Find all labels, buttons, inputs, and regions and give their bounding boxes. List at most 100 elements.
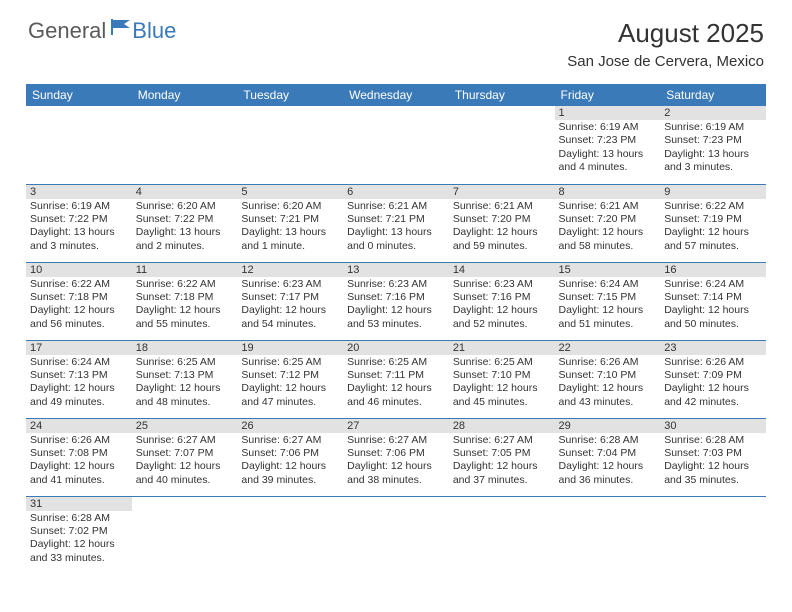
sunrise-text: Sunrise: 6:28 AM [664, 434, 762, 447]
calendar-cell: 6Sunrise: 6:21 AMSunset: 7:21 PMDaylight… [343, 184, 449, 262]
sunrise-text: Sunrise: 6:23 AM [453, 278, 551, 291]
day-number: 25 [132, 419, 238, 433]
day-details: Sunrise: 6:20 AMSunset: 7:22 PMDaylight:… [132, 199, 238, 256]
calendar-cell [343, 106, 449, 184]
daylight-text: Daylight: 12 hours and 42 minutes. [664, 382, 762, 409]
day-details: Sunrise: 6:28 AMSunset: 7:03 PMDaylight:… [660, 433, 766, 490]
day-number: 31 [26, 497, 132, 511]
sunrise-text: Sunrise: 6:25 AM [136, 356, 234, 369]
sunset-text: Sunset: 7:23 PM [559, 134, 657, 147]
logo-text-general: General [28, 18, 106, 44]
calendar-row: 1Sunrise: 6:19 AMSunset: 7:23 PMDaylight… [26, 106, 766, 184]
day-details: Sunrise: 6:21 AMSunset: 7:21 PMDaylight:… [343, 199, 449, 256]
sunset-text: Sunset: 7:05 PM [453, 447, 551, 460]
sunrise-text: Sunrise: 6:27 AM [453, 434, 551, 447]
calendar-cell: 19Sunrise: 6:25 AMSunset: 7:12 PMDayligh… [237, 340, 343, 418]
daylight-text: Daylight: 12 hours and 41 minutes. [30, 460, 128, 487]
sunset-text: Sunset: 7:13 PM [30, 369, 128, 382]
daylight-text: Daylight: 12 hours and 43 minutes. [559, 382, 657, 409]
sunset-text: Sunset: 7:18 PM [136, 291, 234, 304]
sunset-text: Sunset: 7:06 PM [241, 447, 339, 460]
sunrise-text: Sunrise: 6:28 AM [30, 512, 128, 525]
daylight-text: Daylight: 12 hours and 56 minutes. [30, 304, 128, 331]
day-details: Sunrise: 6:21 AMSunset: 7:20 PMDaylight:… [555, 199, 661, 256]
calendar-cell [660, 496, 766, 574]
calendar-cell: 15Sunrise: 6:24 AMSunset: 7:15 PMDayligh… [555, 262, 661, 340]
day-number: 11 [132, 263, 238, 277]
sunrise-text: Sunrise: 6:26 AM [559, 356, 657, 369]
sunset-text: Sunset: 7:17 PM [241, 291, 339, 304]
calendar-cell: 27Sunrise: 6:27 AMSunset: 7:06 PMDayligh… [343, 418, 449, 496]
sunset-text: Sunset: 7:19 PM [664, 213, 762, 226]
daylight-text: Daylight: 13 hours and 3 minutes. [664, 148, 762, 175]
calendar-cell: 11Sunrise: 6:22 AMSunset: 7:18 PMDayligh… [132, 262, 238, 340]
page-header: General Blue August 2025 San Jose de Cer… [0, 0, 792, 78]
day-number: 17 [26, 341, 132, 355]
calendar-cell: 3Sunrise: 6:19 AMSunset: 7:22 PMDaylight… [26, 184, 132, 262]
day-number: 26 [237, 419, 343, 433]
title-block: August 2025 San Jose de Cervera, Mexico [567, 18, 764, 70]
daylight-text: Daylight: 13 hours and 2 minutes. [136, 226, 234, 253]
day-details: Sunrise: 6:20 AMSunset: 7:21 PMDaylight:… [237, 199, 343, 256]
sunrise-text: Sunrise: 6:25 AM [347, 356, 445, 369]
daylight-text: Daylight: 12 hours and 35 minutes. [664, 460, 762, 487]
sunrise-text: Sunrise: 6:23 AM [347, 278, 445, 291]
daylight-text: Daylight: 12 hours and 38 minutes. [347, 460, 445, 487]
calendar-row: 31Sunrise: 6:28 AMSunset: 7:02 PMDayligh… [26, 496, 766, 574]
calendar-cell: 1Sunrise: 6:19 AMSunset: 7:23 PMDaylight… [555, 106, 661, 184]
daylight-text: Daylight: 12 hours and 57 minutes. [664, 226, 762, 253]
calendar-cell: 24Sunrise: 6:26 AMSunset: 7:08 PMDayligh… [26, 418, 132, 496]
day-number: 12 [237, 263, 343, 277]
calendar-cell: 5Sunrise: 6:20 AMSunset: 7:21 PMDaylight… [237, 184, 343, 262]
day-details: Sunrise: 6:28 AMSunset: 7:02 PMDaylight:… [26, 511, 132, 568]
sunset-text: Sunset: 7:04 PM [559, 447, 657, 460]
sunrise-text: Sunrise: 6:26 AM [664, 356, 762, 369]
calendar-cell [449, 106, 555, 184]
day-number: 23 [660, 341, 766, 355]
day-number: 13 [343, 263, 449, 277]
calendar-cell: 26Sunrise: 6:27 AMSunset: 7:06 PMDayligh… [237, 418, 343, 496]
sunrise-text: Sunrise: 6:28 AM [559, 434, 657, 447]
calendar-cell: 2Sunrise: 6:19 AMSunset: 7:23 PMDaylight… [660, 106, 766, 184]
day-details: Sunrise: 6:25 AMSunset: 7:11 PMDaylight:… [343, 355, 449, 412]
day-details: Sunrise: 6:27 AMSunset: 7:05 PMDaylight:… [449, 433, 555, 490]
sunset-text: Sunset: 7:11 PM [347, 369, 445, 382]
daylight-text: Daylight: 12 hours and 55 minutes. [136, 304, 234, 331]
daylight-text: Daylight: 13 hours and 0 minutes. [347, 226, 445, 253]
daylight-text: Daylight: 12 hours and 51 minutes. [559, 304, 657, 331]
calendar-cell: 7Sunrise: 6:21 AMSunset: 7:20 PMDaylight… [449, 184, 555, 262]
sunset-text: Sunset: 7:10 PM [559, 369, 657, 382]
calendar-cell [26, 106, 132, 184]
day-number: 9 [660, 185, 766, 199]
day-details: Sunrise: 6:19 AMSunset: 7:23 PMDaylight:… [660, 120, 766, 177]
sunrise-text: Sunrise: 6:19 AM [559, 121, 657, 134]
calendar-row: 10Sunrise: 6:22 AMSunset: 7:18 PMDayligh… [26, 262, 766, 340]
calendar-cell: 30Sunrise: 6:28 AMSunset: 7:03 PMDayligh… [660, 418, 766, 496]
day-number: 8 [555, 185, 661, 199]
day-number: 4 [132, 185, 238, 199]
sunset-text: Sunset: 7:06 PM [347, 447, 445, 460]
day-number: 27 [343, 419, 449, 433]
day-details: Sunrise: 6:27 AMSunset: 7:06 PMDaylight:… [343, 433, 449, 490]
sunrise-text: Sunrise: 6:27 AM [241, 434, 339, 447]
calendar-cell: 14Sunrise: 6:23 AMSunset: 7:16 PMDayligh… [449, 262, 555, 340]
calendar-table: Sunday Monday Tuesday Wednesday Thursday… [26, 84, 766, 574]
daylight-text: Daylight: 12 hours and 54 minutes. [241, 304, 339, 331]
daylight-text: Daylight: 12 hours and 52 minutes. [453, 304, 551, 331]
day-details: Sunrise: 6:22 AMSunset: 7:18 PMDaylight:… [26, 277, 132, 334]
sunset-text: Sunset: 7:12 PM [241, 369, 339, 382]
day-details: Sunrise: 6:24 AMSunset: 7:13 PMDaylight:… [26, 355, 132, 412]
calendar-cell [237, 496, 343, 574]
day-details: Sunrise: 6:24 AMSunset: 7:14 PMDaylight:… [660, 277, 766, 334]
calendar-cell: 25Sunrise: 6:27 AMSunset: 7:07 PMDayligh… [132, 418, 238, 496]
logo-text-blue: Blue [132, 18, 176, 44]
weekday-header: Thursday [449, 84, 555, 106]
sunset-text: Sunset: 7:22 PM [136, 213, 234, 226]
calendar-cell [343, 496, 449, 574]
sunrise-text: Sunrise: 6:20 AM [136, 200, 234, 213]
daylight-text: Daylight: 12 hours and 33 minutes. [30, 538, 128, 565]
day-number: 28 [449, 419, 555, 433]
calendar-cell [237, 106, 343, 184]
calendar-cell: 28Sunrise: 6:27 AMSunset: 7:05 PMDayligh… [449, 418, 555, 496]
sunset-text: Sunset: 7:07 PM [136, 447, 234, 460]
